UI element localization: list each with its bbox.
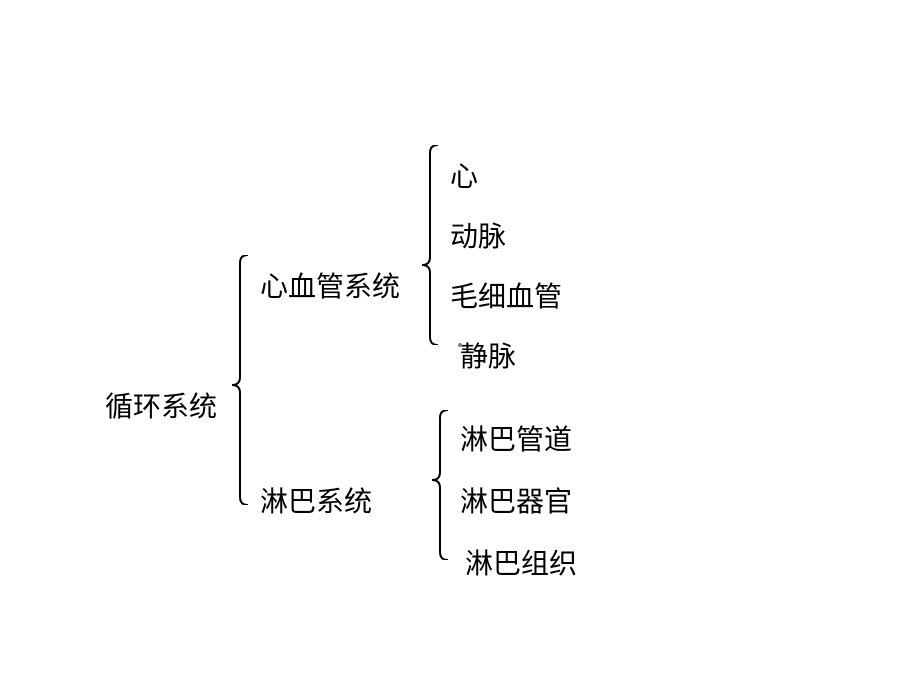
leaf-node-artery: 动脉 <box>450 215 506 255</box>
leaf-node-capillary: 毛细血管 <box>450 275 562 315</box>
level2-node-lymphatic: 淋巴系统 <box>260 480 372 520</box>
leaf-node-vein: 静脉 <box>460 335 516 375</box>
leaf-node-lymph-organ: 淋巴器官 <box>460 480 572 520</box>
root-node: 循环系统 <box>105 385 217 425</box>
brace-cardiovascular <box>420 145 440 345</box>
brace-lymphatic <box>430 410 450 560</box>
level2-node-cardiovascular: 心血管系统 <box>260 265 400 305</box>
tree-diagram: 循环系统 心血管系统 淋巴系统 心 动脉 毛细血管 静脉 淋巴管道 淋巴器官 淋… <box>0 0 920 690</box>
center-dot-icon <box>458 343 462 347</box>
leaf-node-lymph-tissue: 淋巴组织 <box>465 542 577 582</box>
leaf-node-lymph-vessel: 淋巴管道 <box>460 418 572 458</box>
leaf-node-heart: 心 <box>450 155 478 195</box>
brace-root <box>230 255 250 505</box>
